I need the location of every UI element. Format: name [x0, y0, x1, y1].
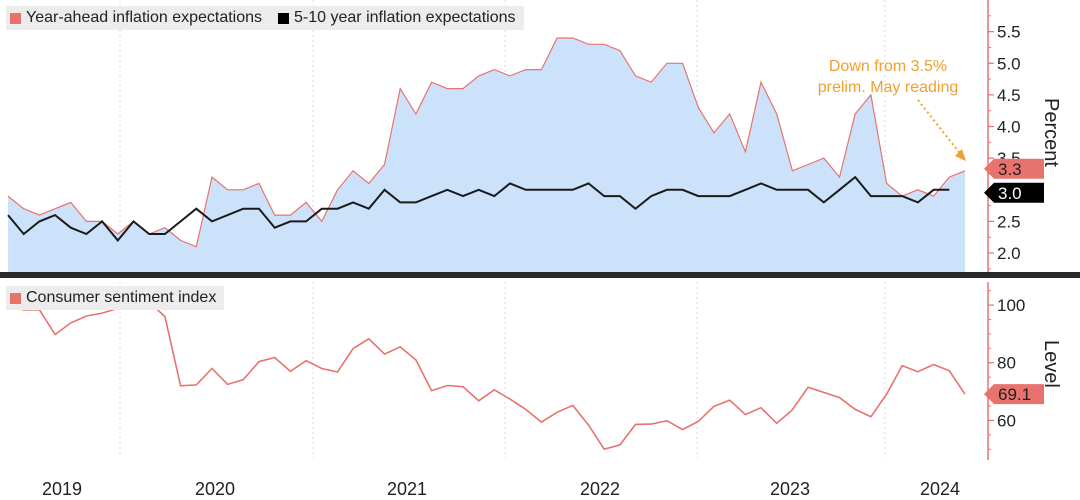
legend-swatch-sentiment — [10, 292, 21, 304]
y-tick-label-bottom-2: 100 — [997, 296, 1025, 315]
y-tick-label-top-7: 5.5 — [997, 23, 1021, 42]
x-tick-label-2: 2021 — [387, 479, 427, 499]
x-tick-label-4: 2023 — [770, 479, 810, 499]
annotation-arrow-head — [955, 149, 966, 161]
end-label-5-10-year-bg — [984, 182, 1044, 203]
annotation-text: Down from 3.5% prelim. May reading — [800, 56, 976, 98]
line-consumer-sentiment — [7, 301, 966, 451]
x-tick-label-5: 2024 — [920, 479, 960, 499]
x-tick-label-3: 2022 — [580, 479, 620, 499]
legend-swatch-5-10-year — [278, 12, 290, 24]
legend-label-sentiment: Consumer sentiment index — [26, 289, 217, 306]
legend-label-year-ahead: Year-ahead inflation expectations — [26, 9, 263, 26]
y-tick-label-bottom-0: 60 — [997, 411, 1016, 430]
panel-divider — [0, 272, 1080, 278]
y-tick-label-top-4: 4.0 — [997, 118, 1021, 137]
end-label-year-ahead: 3.3 — [998, 160, 1022, 179]
legend-swatch-year-ahead — [10, 12, 21, 24]
end-label-year-ahead-bg — [984, 158, 1044, 179]
y-tick-label-top-6: 5.0 — [997, 54, 1021, 73]
y-tick-label-top-5: 4.5 — [997, 86, 1021, 105]
legend-top: Year-ahead inflation expectations 5-10 y… — [6, 6, 524, 30]
line-5-10-year — [7, 175, 950, 242]
legend-bottom: Consumer sentiment index — [6, 286, 225, 310]
y-axis-title-bottom: Level — [1040, 340, 1062, 388]
area-year-ahead-fill — [8, 38, 965, 272]
y-axis-title-top: Percent — [1040, 98, 1062, 167]
end-label-sentiment: 69.1 — [998, 385, 1031, 404]
annotation-line-1: Down from 3.5% — [828, 58, 948, 75]
legend-item-5-10-year: 5-10 year inflation expectations — [278, 9, 516, 27]
annotation-line-2: prelim. May reading — [817, 79, 959, 96]
annotation-arrow — [917, 99, 963, 157]
x-tick-label-1: 2020 — [195, 479, 235, 499]
y-tick-label-top-0: 2.0 — [997, 244, 1021, 263]
y-tick-label-top-1: 2.5 — [997, 212, 1021, 231]
end-label-sentiment-bg — [984, 384, 1044, 405]
legend-label-5-10-year: 5-10 year inflation expectations — [294, 9, 516, 26]
line-year-ahead — [7, 37, 966, 248]
y-tick-label-bottom-1: 80 — [997, 354, 1016, 373]
legend-item-sentiment: Consumer sentiment index — [10, 289, 216, 307]
end-label-5-10-year: 3.0 — [998, 184, 1022, 203]
legend-item-year-ahead: Year-ahead inflation expectations — [10, 9, 262, 27]
x-tick-label-0: 2019 — [42, 479, 82, 499]
